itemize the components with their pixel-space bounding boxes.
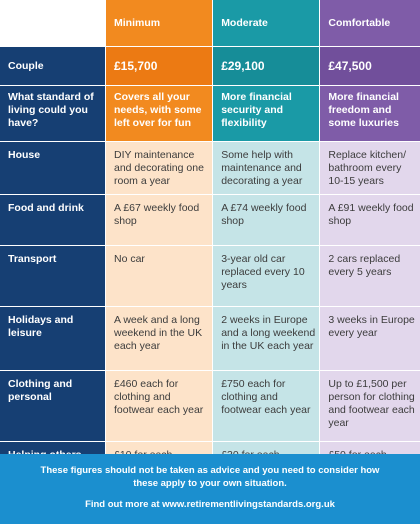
table-row-holidays: Holidays and leisure A week and a long w… <box>0 307 420 371</box>
house-moderate: Some help with maintenance and decoratin… <box>212 142 320 195</box>
column-header-moderate: Moderate <box>212 0 320 47</box>
food-comfortable: A £91 weekly food shop <box>319 195 420 246</box>
table-row-standard: What standard of living could you have? … <box>0 86 420 142</box>
holidays-moderate: 2 weeks in Europe and a long weekend in … <box>212 307 320 371</box>
row-label-house: House <box>0 142 105 195</box>
transport-comfortable: 2 cars replaced every 5 years <box>319 246 420 307</box>
food-moderate: A £74 weekly food shop <box>212 195 320 246</box>
row-label-clothing: Clothing and personal <box>0 371 105 442</box>
transport-minimum: No car <box>105 246 213 307</box>
couple-comfortable-amount: £47,500 <box>319 47 420 86</box>
holidays-comfortable: 3 weeks in Europe every year <box>319 307 420 371</box>
header-row: Minimum Moderate Comfortable <box>0 0 420 47</box>
house-minimum: DIY maintenance and decorating one room … <box>105 142 213 195</box>
holidays-minimum: A week and a long weekend in the UK each… <box>105 307 213 371</box>
table-row-house: House DIY maintenance and decorating one… <box>0 142 420 195</box>
table-row-transport: Transport No car 3-year old car replaced… <box>0 246 420 307</box>
clothing-comfortable: Up to £1,500 per person for clothing and… <box>319 371 420 442</box>
column-header-comfortable: Comfortable <box>319 0 420 47</box>
table-row-food: Food and drink A £67 weekly food shop A … <box>0 195 420 246</box>
couple-minimum-amount: £15,700 <box>105 47 213 86</box>
row-label-couple: Couple <box>0 47 105 86</box>
food-minimum: A £67 weekly food shop <box>105 195 213 246</box>
couple-moderate-amount: £29,100 <box>212 47 320 86</box>
row-label-standard: What standard of living could you have? <box>0 86 105 142</box>
website-link[interactable]: Find out more at www.retirementlivingsta… <box>85 499 335 510</box>
clothing-moderate: £750 each for clothing and footwear each… <box>212 371 320 442</box>
transport-moderate: 3-year old car replaced every 10 years <box>212 246 320 307</box>
table-row-clothing: Clothing and personal £460 each for clot… <box>0 371 420 442</box>
header-blank-cell <box>0 0 105 47</box>
standard-minimum: Covers all your needs, with some left ov… <box>105 86 213 142</box>
table-row-couple: Couple £15,700 £29,100 £47,500 <box>0 47 420 86</box>
clothing-minimum: £460 each for clothing and footwear each… <box>105 371 213 442</box>
row-label-transport: Transport <box>0 246 105 307</box>
standards-table: Minimum Moderate Comfortable Couple £15,… <box>0 0 420 486</box>
standard-comfortable: More financial freedom and some luxuries <box>319 86 420 142</box>
column-header-minimum: Minimum <box>105 0 213 47</box>
house-comfortable: Replace kitchen/ bathroom every 10-15 ye… <box>319 142 420 195</box>
footer-banner: These figures should not be taken as adv… <box>0 454 420 524</box>
row-label-food: Food and drink <box>0 195 105 246</box>
disclaimer-text: These figures should not be taken as adv… <box>40 465 380 489</box>
row-label-holidays: Holidays and leisure <box>0 307 105 371</box>
standard-moderate: More financial security and flexibility <box>212 86 320 142</box>
